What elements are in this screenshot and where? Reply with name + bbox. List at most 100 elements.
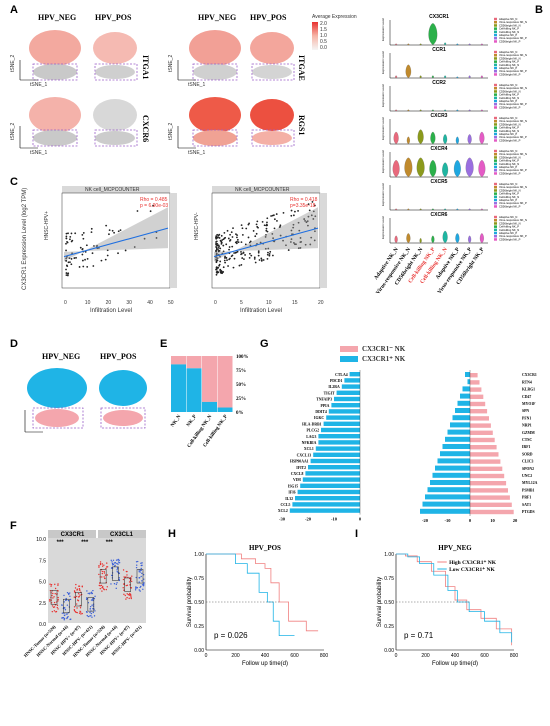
km-ytick-0: 1.00 [384,552,394,558]
f-sig-0: *** [57,540,65,546]
c-point [223,257,226,259]
c-strip-bg [212,186,320,193]
b-legend-label-1-5: Adaptive NK_P [499,66,517,70]
g-right-bars: CX3CR1 RTN4 KLRG1 CD47 MYO1F SPN PFN1 NRP1 GZMM C… [420,370,538,523]
f-point [129,592,131,595]
f-ytick-0: 10.0 [36,537,46,543]
c-point [65,249,67,252]
f-point [61,612,64,614]
g-right-bar-blue-13 [435,465,470,471]
b-legend-swatch-6-6 [494,235,497,238]
c-point [258,259,261,261]
b-legend-label-1-6: Virus-responsive NK_P [499,69,527,73]
c-point [78,266,81,268]
f-point [103,570,105,573]
g-left-gene-6: DDIT4 [315,410,326,414]
c-point [290,209,293,212]
c-point [215,268,218,271]
f-point [102,585,104,588]
a-header-2: HPV_POS [95,13,132,22]
km-title: HPV_POS [249,544,281,552]
c-point [272,214,275,217]
b-legend-label-6-2: CD56bright NK_N [499,221,521,225]
b-legend-swatch-4-2 [494,156,497,159]
f-point [114,564,116,567]
g-right-bar-pink-8 [470,430,493,435]
b-violin-CXCR6-7 [479,233,484,244]
c-point [82,232,85,234]
c-point [218,249,221,252]
g-left-bar-4 [334,396,360,402]
g-right-bar-pink-13 [470,466,503,471]
c-point [268,254,271,257]
g-left-bar-17 [302,477,360,482]
f-point [89,608,91,610]
c-point [292,214,295,217]
c-point [220,234,223,237]
a-header-3: HPV_NEG [198,13,237,22]
a-axis-x-2: tSNE_1 [188,82,206,88]
b-legend-label-3-5: Adaptive NK_P [499,132,517,136]
km-pvalue: p = 0.71 [404,631,434,640]
c-point [217,244,220,247]
f-box-0 [50,590,58,605]
b-legend-label-2-3: Cell-killing NK_P [499,93,519,97]
c-point [271,233,274,235]
c-point [269,250,272,253]
f-box-1 [63,598,70,614]
c-point [215,252,218,255]
f-point [92,598,94,600]
g-left-bar-14 [310,458,360,464]
f-point [57,608,59,610]
c-point [256,220,259,223]
b-legend-label-1-1: Virus-responsive NK_N [499,53,527,57]
f-point [139,586,141,589]
c-point [85,244,88,247]
b-legend-swatch-3-6 [494,136,497,139]
c-point [117,230,120,233]
c-point [218,233,221,236]
f-point [140,569,142,572]
b-violin-CXCR5-7 [480,208,483,211]
b-legend-swatch-4-6 [494,169,497,172]
b-violin-CXCR3-3 [430,131,436,145]
b-legend-swatch-1-4 [494,63,497,67]
b-violin-CXCR3-7 [479,131,485,145]
g-right-bar-pink-11 [470,452,499,457]
b-legend-label-2-0: Adaptive NK_N [499,83,517,87]
c-point [294,243,296,246]
c-right-stat1: Rho = 0.418 [290,197,318,203]
c-point [263,224,266,227]
b-legend-label-4-7: CD56bright NK_P [499,171,521,175]
c-point [69,238,71,241]
b-ylabel-CXCR5: Expression Level [381,183,385,206]
f-point [87,615,90,618]
f-header-1: CX3CR1 [61,532,85,538]
c-point [307,215,310,218]
b-legend-label-0-6: Virus-responsive NK_P [499,36,527,40]
b-violin-CCR2-7 [480,109,483,112]
f-header-2: CX3CL1 [110,532,134,538]
a-axis-x-1: tSNE_1 [30,82,48,88]
c-point [75,256,77,259]
b-violin-CXCR5-5 [456,208,459,211]
b-legend-label-3-4: Cell-killing NK_N [499,129,519,133]
b-violin-CCR1-0 [395,75,398,79]
f-point [63,612,65,615]
c-point [290,214,293,217]
f-point [113,583,116,585]
f-point [125,576,127,578]
g-left-xtick-0: -30 [279,517,286,522]
g-left-gene-14: HSP90AA1 [290,460,309,464]
a-axis-y-2: tSNE_2 [168,54,174,72]
f-point [81,586,83,588]
f-ytick-1: 7.5 [39,558,46,564]
c-point [306,220,309,223]
f-box-7 [136,569,144,584]
b-violin-CX3CR1-2 [419,43,422,46]
c-point [224,261,227,264]
c-point [240,241,243,243]
b-legend-label-5-0: Adaptive NK_N [499,182,517,186]
c-point [312,210,315,213]
f-point [123,576,125,578]
